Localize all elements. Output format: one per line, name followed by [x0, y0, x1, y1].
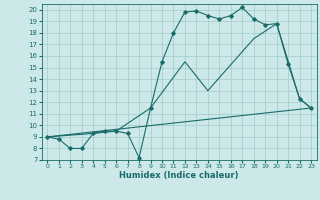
X-axis label: Humidex (Indice chaleur): Humidex (Indice chaleur) — [119, 171, 239, 180]
